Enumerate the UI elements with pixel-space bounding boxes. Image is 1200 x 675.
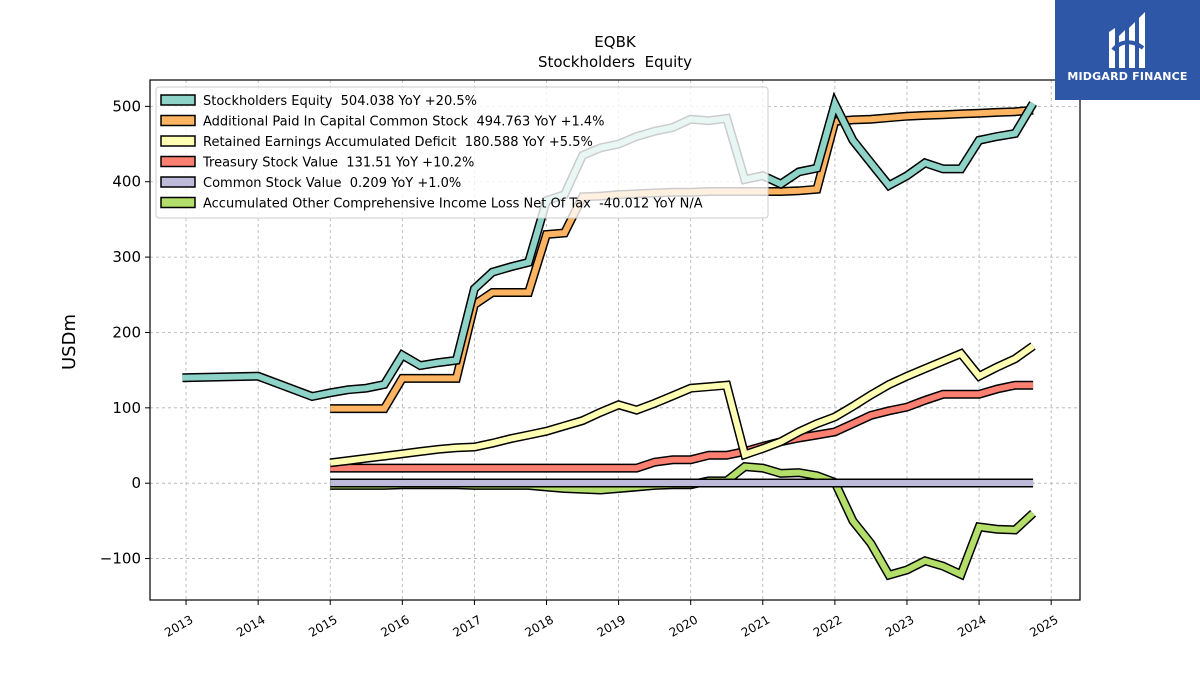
x-tick-label: 2021 bbox=[739, 612, 772, 639]
legend-swatch bbox=[161, 157, 195, 167]
legend-item: Treasury Stock Value 131.51 YoY +10.2% bbox=[161, 156, 474, 171]
legend-label: Stockholders Equity 504.038 YoY +20.5% bbox=[203, 94, 477, 109]
y-tick-label: 300 bbox=[112, 248, 141, 266]
x-tick-label: 2023 bbox=[883, 612, 916, 639]
legend-item: Common Stock Value 0.209 YoY +1.0% bbox=[161, 176, 461, 191]
legend-item: Additional Paid In Capital Common Stock … bbox=[161, 115, 605, 130]
y-tick-label: 100 bbox=[112, 399, 141, 417]
legend-item: Stockholders Equity 504.038 YoY +20.5% bbox=[161, 94, 477, 109]
legend-item: Retained Earnings Accumulated Deficit 18… bbox=[161, 135, 593, 150]
brand-name: MIDGARD FINANCE bbox=[1055, 70, 1200, 83]
legend-label: Additional Paid In Capital Common Stock … bbox=[203, 115, 605, 130]
x-tick-label: 2020 bbox=[667, 612, 700, 639]
chart-subtitle: Stockholders Equity bbox=[538, 53, 692, 71]
y-tick-label: 200 bbox=[112, 323, 141, 341]
y-tick-label: 400 bbox=[112, 173, 141, 191]
y-tick-label: 500 bbox=[112, 97, 141, 115]
x-tick-label: 2025 bbox=[1027, 612, 1060, 639]
legend: Stockholders Equity 504.038 YoY +20.5% Ad… bbox=[156, 87, 768, 218]
legend-swatch bbox=[161, 95, 195, 105]
legend-swatch bbox=[161, 116, 195, 126]
legend-label: Treasury Stock Value 131.51 YoY +10.2% bbox=[202, 156, 474, 171]
brand-logo: MIDGARD FINANCE bbox=[1055, 0, 1200, 100]
x-tick-label: 2013 bbox=[162, 612, 195, 639]
legend-label: Retained Earnings Accumulated Deficit 18… bbox=[203, 135, 593, 150]
y-tick-label: 0 bbox=[131, 474, 141, 492]
x-tick-label: 2024 bbox=[955, 612, 988, 639]
x-tick-label: 2019 bbox=[595, 612, 628, 639]
legend-label: Accumulated Other Comprehensive Income L… bbox=[203, 197, 703, 212]
x-tick-label: 2016 bbox=[378, 612, 411, 639]
y-axis-label: USDm bbox=[59, 314, 80, 370]
brand-logo-mark bbox=[1105, 10, 1151, 72]
series-3 bbox=[330, 385, 1033, 468]
legend-label: Common Stock Value 0.209 YoY +1.0% bbox=[203, 176, 461, 191]
x-tick-label: 2014 bbox=[234, 612, 267, 639]
legend-swatch bbox=[161, 177, 195, 187]
x-tick-label: 2018 bbox=[523, 612, 556, 639]
x-tick-label: 2022 bbox=[811, 612, 844, 639]
x-tick-label: 2015 bbox=[306, 612, 339, 639]
legend-swatch bbox=[161, 198, 195, 208]
chart-title: EQBK bbox=[594, 33, 637, 51]
legend-swatch bbox=[161, 136, 195, 146]
legend-item: Accumulated Other Comprehensive Income L… bbox=[161, 197, 703, 212]
x-tick-label: 2017 bbox=[450, 612, 483, 639]
y-tick-label: −100 bbox=[100, 550, 141, 568]
